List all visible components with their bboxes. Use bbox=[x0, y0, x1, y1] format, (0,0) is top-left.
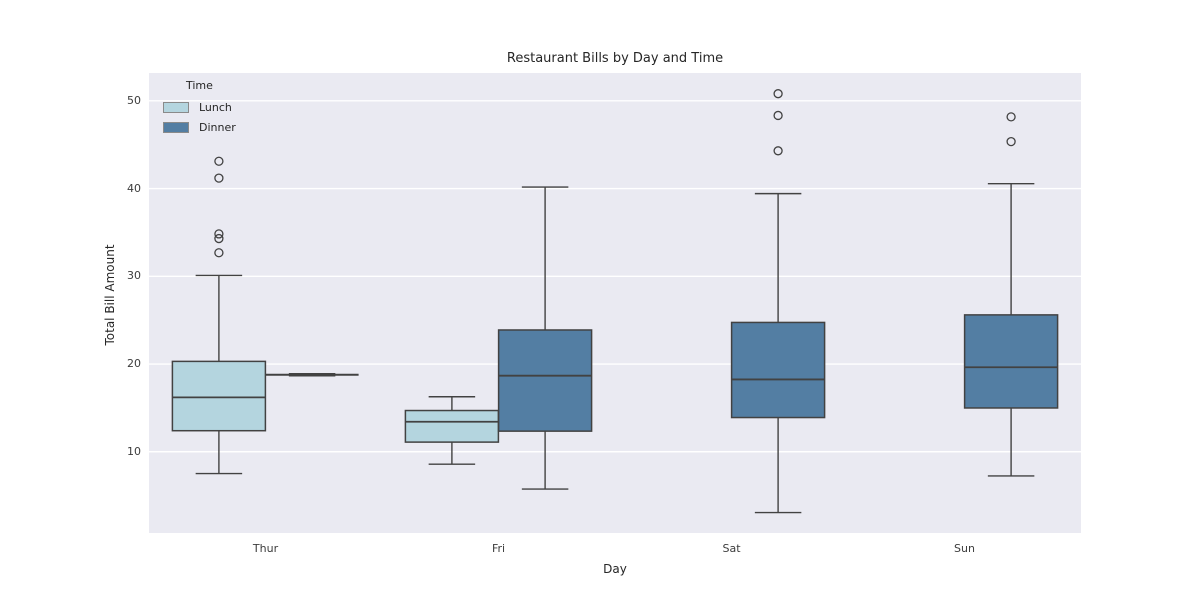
box-dinner-sun bbox=[963, 112, 1059, 477]
y-tick-label: 40 bbox=[127, 181, 141, 195]
box-dinner-fri bbox=[497, 186, 593, 490]
outlier-marker bbox=[1006, 112, 1016, 122]
chart-title: Restaurant Bills by Day and Time bbox=[506, 51, 724, 66]
legend-label-lunch: Lunch bbox=[199, 100, 232, 114]
outlier-marker bbox=[773, 110, 783, 121]
y-axis-label: Total Bill Amount bbox=[103, 244, 117, 346]
x-tick-label: Sun bbox=[954, 542, 975, 555]
y-tick-label: 50 bbox=[127, 93, 141, 107]
x-tick-label: Sat bbox=[722, 542, 741, 555]
legend-label-dinner: Dinner bbox=[199, 120, 236, 134]
outlier-marker bbox=[214, 233, 224, 244]
legend-item-dinner: Dinner bbox=[161, 117, 236, 137]
y-tick-label: 20 bbox=[127, 357, 141, 371]
box-lunch-fri bbox=[404, 396, 500, 465]
outlier-marker bbox=[773, 146, 783, 156]
x-tick-label: Thur bbox=[252, 542, 279, 555]
legend: Time Lunch Dinner bbox=[161, 79, 236, 137]
y-tick-label: 30 bbox=[127, 269, 141, 283]
outlier-marker bbox=[214, 173, 224, 183]
outlier-marker bbox=[214, 229, 224, 239]
plot-area: Time Lunch Dinner bbox=[149, 73, 1081, 533]
lunch-color-swatch bbox=[163, 101, 189, 113]
x-axis-label: Day bbox=[603, 562, 627, 576]
outlier-marker bbox=[1006, 136, 1016, 147]
legend-title: Time bbox=[186, 79, 213, 92]
y-tick-label: 10 bbox=[127, 444, 141, 458]
dinner-color-swatch bbox=[163, 121, 189, 133]
outlier-marker bbox=[214, 248, 224, 258]
outlier-marker bbox=[773, 89, 783, 99]
legend-item-lunch: Lunch bbox=[161, 97, 236, 117]
box-dinner-sat bbox=[730, 89, 826, 514]
x-tick-label: Fri bbox=[491, 542, 506, 555]
outlier-marker bbox=[214, 156, 224, 166]
boxplot-canvas bbox=[149, 89, 1081, 514]
box-lunch-thur bbox=[171, 156, 267, 475]
